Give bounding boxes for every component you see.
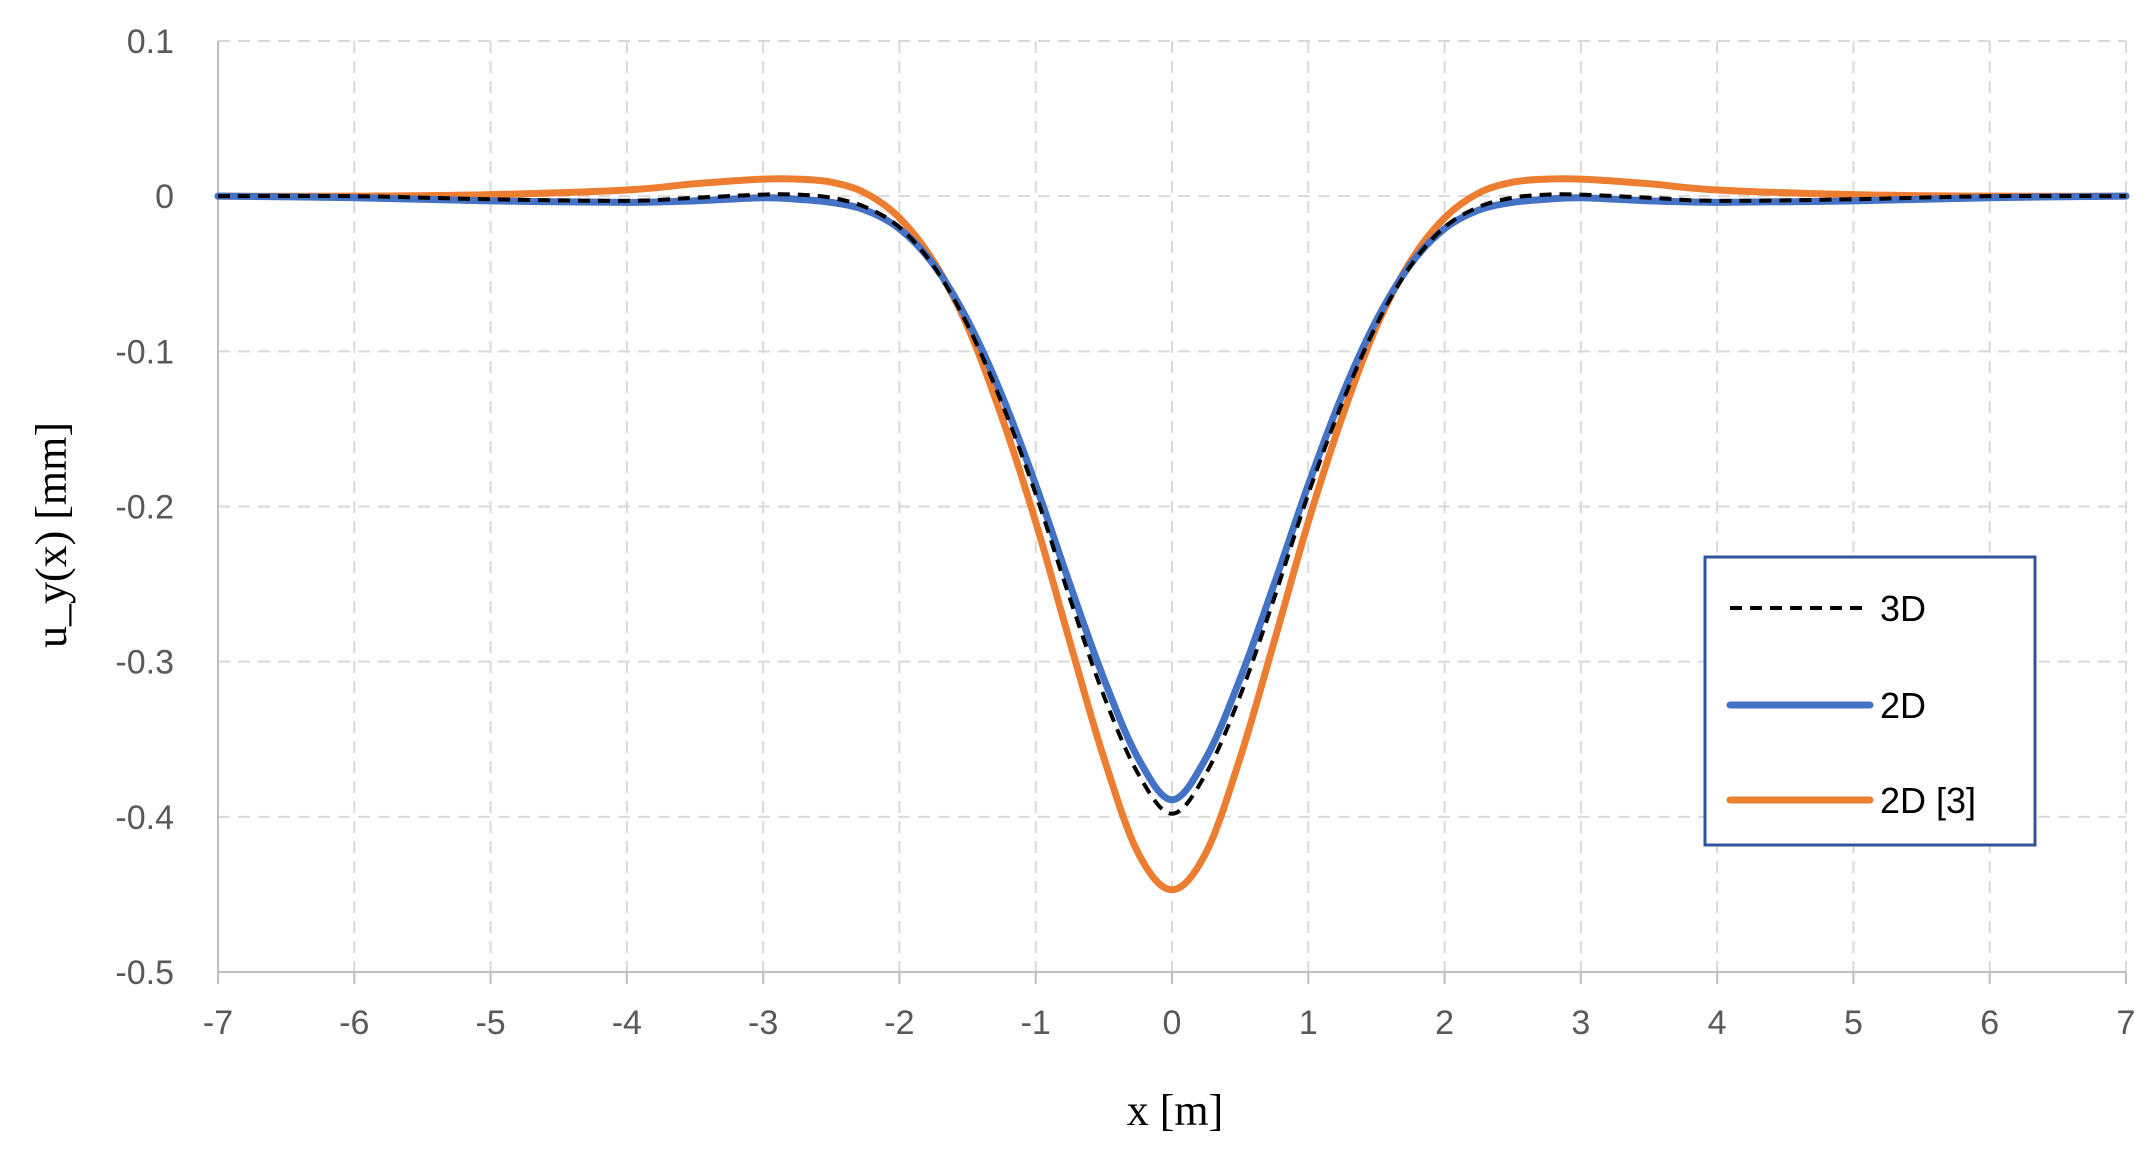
series-lines (214, 175, 2130, 894)
x-axis-title: x [m] (1127, 1086, 1224, 1135)
x-tick-label: -7 (203, 1004, 233, 1042)
y-tick-label: -0.3 (115, 644, 174, 682)
x-tick-label: 1 (1299, 1004, 1318, 1042)
x-tick-label: 2 (1435, 1004, 1454, 1042)
y-tick-label: -0.1 (115, 333, 174, 371)
x-tick-label: -2 (884, 1004, 914, 1042)
x-tick-label: 7 (2117, 1004, 2136, 1042)
tick-labels: -7 -6 -5 -4 -3 -2 -1 0 1 2 3 4 5 6 7 0.1 0 -0.1 -0.2 -0.3 -0… (115, 23, 2135, 1042)
y-tick-label: -0.5 (115, 954, 174, 992)
x-tick-label: -3 (748, 1004, 778, 1042)
legend-label: 3D (1880, 588, 1926, 629)
legend: 3D 2D 2D [3] (1703, 555, 2037, 847)
series-line-2d-3 (214, 175, 2130, 894)
legend-label: 2D [3] (1880, 780, 1976, 821)
x-tick-label: 0 (1163, 1004, 1182, 1042)
series-line-2d (214, 192, 2130, 804)
x-tick-label: -4 (612, 1004, 642, 1042)
legend-label: 2D (1880, 685, 1926, 726)
x-tick-label: 5 (1844, 1004, 1863, 1042)
x-tick-label: 6 (1980, 1004, 1999, 1042)
y-axis-title: u_y(x) [mm] (27, 422, 76, 648)
y-tick-label: 0 (155, 178, 174, 216)
y-tick-label: -0.2 (115, 489, 174, 527)
x-tick-label: -1 (1021, 1004, 1051, 1042)
x-tick-label: 4 (1708, 1004, 1727, 1042)
x-tick-label: -5 (475, 1004, 505, 1042)
x-tick-label: 3 (1571, 1004, 1590, 1042)
x-tick-label: -6 (339, 1004, 369, 1042)
y-tick-label: -0.4 (115, 799, 174, 837)
series-line-3d (217, 192, 2127, 816)
y-tick-label: 0.1 (127, 23, 174, 61)
